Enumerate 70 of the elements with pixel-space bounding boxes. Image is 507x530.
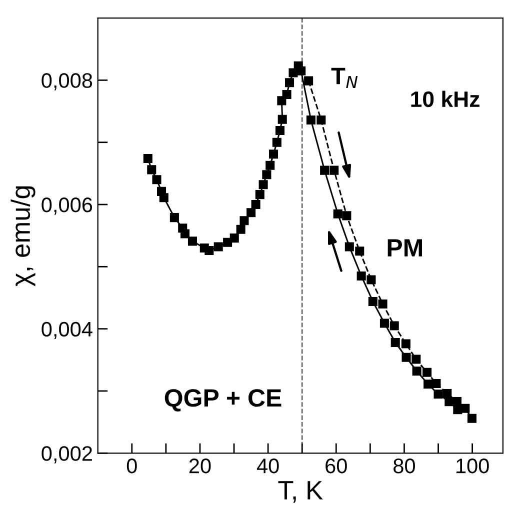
- point: [223, 238, 232, 247]
- point: [422, 368, 432, 377]
- point: [432, 379, 441, 388]
- point: [390, 338, 400, 348]
- point: [330, 166, 339, 175]
- point: [344, 242, 354, 252]
- annotation: 10 kHz: [411, 90, 480, 108]
- point: [214, 242, 223, 252]
- point: [236, 224, 246, 234]
- x-tick-label: 100: [456, 458, 489, 474]
- point: [412, 366, 422, 376]
- point: [342, 211, 352, 220]
- point: [147, 165, 156, 174]
- point: [366, 275, 376, 284]
- y-tick-label: 0,002: [42, 446, 92, 464]
- point: [442, 388, 452, 398]
- point: [266, 160, 275, 170]
- y-tick-label: 0,006: [42, 198, 92, 215]
- point: [284, 78, 294, 88]
- point: [452, 397, 462, 406]
- point: [262, 170, 272, 180]
- point: [251, 200, 260, 210]
- x-tick-label: 80: [394, 458, 415, 474]
- point: [282, 90, 292, 99]
- point: [272, 138, 282, 147]
- point: [333, 209, 342, 218]
- x-axis-title: T, K: [278, 481, 323, 503]
- point: [355, 246, 364, 256]
- point: [380, 318, 389, 328]
- point: [390, 321, 399, 330]
- x-tick-label: 0: [126, 458, 137, 474]
- point: [180, 229, 190, 238]
- point: [152, 175, 162, 184]
- point: [434, 390, 443, 399]
- x-tick-label: 20: [189, 458, 211, 474]
- point: [306, 115, 316, 124]
- point: [412, 354, 421, 364]
- point: [230, 234, 239, 243]
- annotation: PM: [388, 239, 422, 256]
- point: [401, 339, 410, 348]
- annotation: T$_{N}$: [331, 68, 358, 88]
- x-tick-label: 60: [326, 458, 347, 474]
- point: [188, 236, 197, 246]
- point: [296, 66, 306, 76]
- point: [258, 180, 268, 190]
- y-tick-label: 0,004: [42, 322, 92, 340]
- point: [246, 208, 256, 218]
- point: [378, 299, 388, 308]
- point: [255, 190, 264, 200]
- y-axis-title: χ, emu/g: [10, 186, 36, 286]
- point: [368, 296, 378, 306]
- point: [268, 150, 278, 159]
- point: [316, 115, 326, 124]
- point: [304, 76, 314, 86]
- point: [356, 271, 366, 281]
- point: [320, 166, 330, 175]
- point: [204, 246, 214, 256]
- point: [143, 154, 152, 164]
- point: [170, 213, 179, 222]
- point: [159, 193, 168, 202]
- point: [402, 352, 411, 362]
- point: [278, 114, 287, 124]
- point: [240, 216, 249, 226]
- y-tick-label: 0,008: [42, 73, 92, 90]
- point: [460, 404, 470, 413]
- annotation: QGP + CE: [164, 389, 282, 412]
- point: [275, 126, 284, 136]
- point: [424, 380, 433, 389]
- x-tick-label: 40: [256, 458, 279, 474]
- point: [467, 414, 476, 423]
